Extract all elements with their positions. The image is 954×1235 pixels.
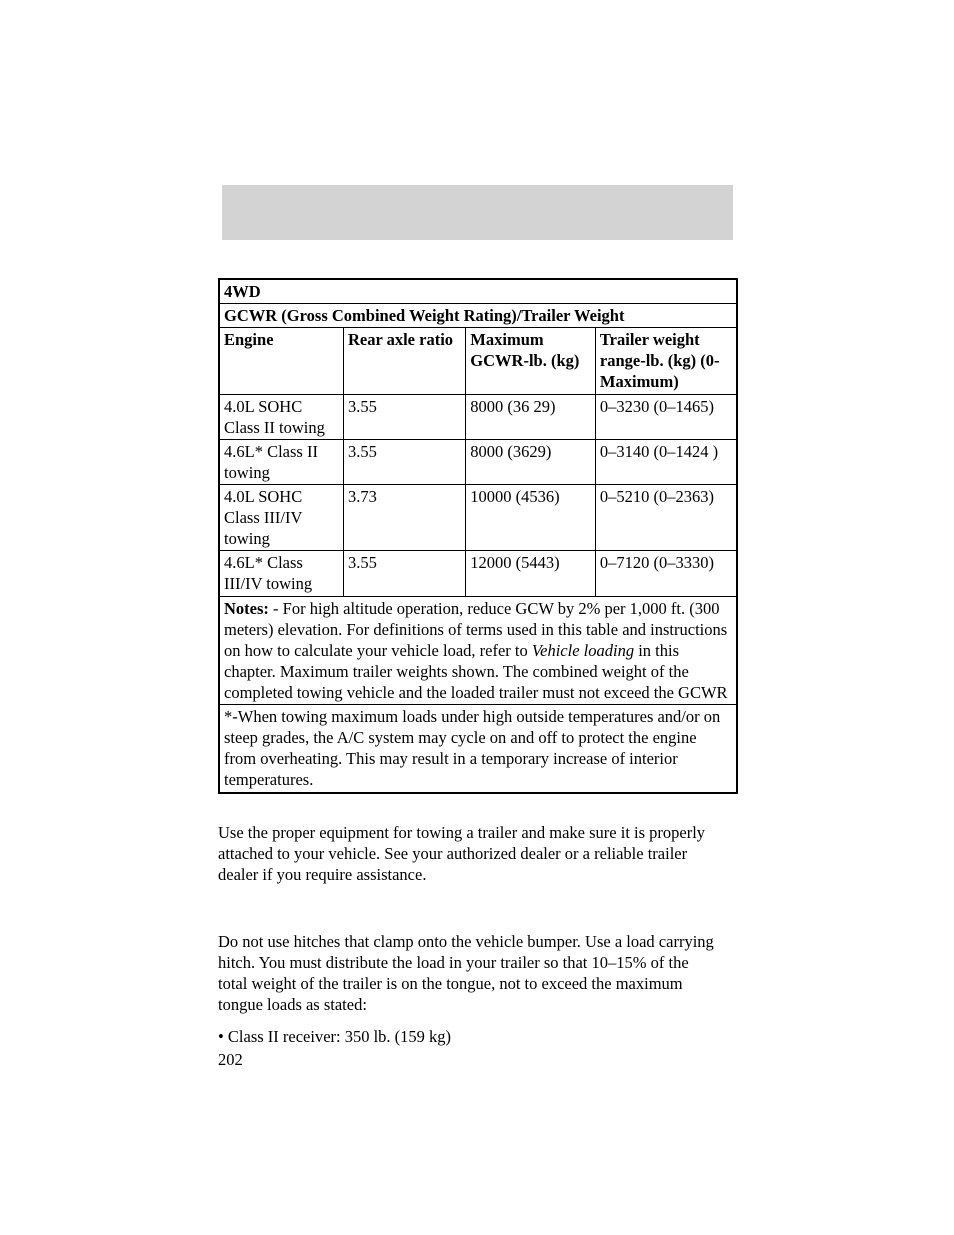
cell-engine: 4.6L* Class III/IV towing <box>219 551 343 596</box>
list-item: Class II receiver: 350 lb. (159 kg) <box>232 1027 738 1047</box>
table-row: 4.0L SOHC Class II towing 3.55 8000 (36 … <box>219 394 737 439</box>
table-row: 4.6L* Class II towing 3.55 8000 (3629) 0… <box>219 439 737 484</box>
footnote-cell: *-When towing maximum loads under high o… <box>219 705 737 793</box>
cell-gcwr: 8000 (3629) <box>466 439 596 484</box>
paragraph-equipment: Use the proper equipment for towing a tr… <box>218 822 718 885</box>
table-title: 4WD <box>219 279 737 304</box>
table-footnote-row: *-When towing maximum loads under high o… <box>219 705 737 793</box>
cell-gcwr: 8000 (36 29) <box>466 394 596 439</box>
table-header-row: Engine Rear axle ratio Maximum GCWR-lb. … <box>219 328 737 394</box>
page-number: 202 <box>218 1050 243 1070</box>
cell-trailer: 0–5210 (0–2363) <box>595 484 737 550</box>
page-content: 4WD GCWR (Gross Combined Weight Rating)/… <box>218 278 738 1047</box>
notes-italic: Vehicle loading <box>532 641 634 660</box>
col-header-gcwr: Maximum GCWR-lb. (kg) <box>466 328 596 394</box>
cell-trailer: 0–7120 (0–3330) <box>595 551 737 596</box>
table-subtitle: GCWR (Gross Combined Weight Rating)/Trai… <box>219 304 737 328</box>
notes-label: Notes: <box>224 599 269 618</box>
paragraph-hitches: Do not use hitches that clamp onto the v… <box>218 931 718 1015</box>
cell-trailer: 0–3140 (0–1424 ) <box>595 439 737 484</box>
cell-trailer: 0–3230 (0–1465) <box>595 394 737 439</box>
cell-ratio: 3.55 <box>343 551 465 596</box>
cell-engine: 4.0L SOHC Class III/IV towing <box>219 484 343 550</box>
table-notes-row: Notes: - For high altitude operation, re… <box>219 596 737 705</box>
cell-ratio: 3.73 <box>343 484 465 550</box>
table-row: 4.6L* Class III/IV towing 3.55 12000 (54… <box>219 551 737 596</box>
table-title-row: 4WD <box>219 279 737 304</box>
cell-gcwr: 10000 (4536) <box>466 484 596 550</box>
notes-cell: Notes: - For high altitude operation, re… <box>219 596 737 705</box>
col-header-ratio: Rear axle ratio <box>343 328 465 394</box>
col-header-trailer: Trailer weight range-lb. (kg) (0-Maximum… <box>595 328 737 394</box>
col-header-engine: Engine <box>219 328 343 394</box>
header-band <box>222 185 733 240</box>
cell-ratio: 3.55 <box>343 439 465 484</box>
bullet-list: Class II receiver: 350 lb. (159 kg) <box>218 1027 738 1047</box>
table-row: 4.0L SOHC Class III/IV towing 3.73 10000… <box>219 484 737 550</box>
cell-gcwr: 12000 (5443) <box>466 551 596 596</box>
table-subtitle-row: GCWR (Gross Combined Weight Rating)/Trai… <box>219 304 737 328</box>
towing-table: 4WD GCWR (Gross Combined Weight Rating)/… <box>218 278 738 794</box>
cell-ratio: 3.55 <box>343 394 465 439</box>
cell-engine: 4.6L* Class II towing <box>219 439 343 484</box>
cell-engine: 4.0L SOHC Class II towing <box>219 394 343 439</box>
